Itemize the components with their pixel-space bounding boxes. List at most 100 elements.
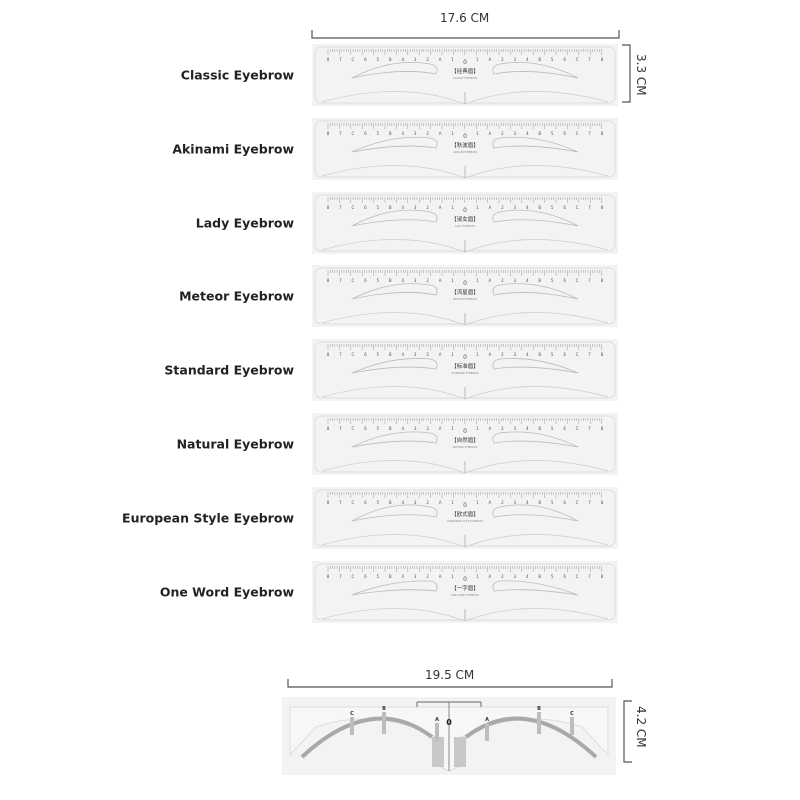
stencil-stamp: 【欧式眉】 [451,510,479,518]
scale-number: 7 [588,426,591,431]
scale-number: 0 [463,576,467,583]
scale-number: B [389,426,392,431]
right-eyebrow-cutout [492,358,579,374]
left-eyebrow-cutout [351,504,438,522]
mapping-mark-bar [570,717,574,735]
eyebrow-stencil-ruler: 8 7 C 6 5 B 4 3 2 A 1 0 1 A 2 3 4 B 5 6 C 7 8 【自然眉】 NATURAL EYEB… [312,413,618,475]
scale-number: B [389,500,392,505]
right-eyebrow-cutout [492,504,579,522]
scale-number: 5 [377,500,380,505]
scale-number: 2 [426,131,429,136]
stencil-label: Natural Eyebrow [176,436,294,452]
scale-number: 0 [463,428,467,435]
mapping-mark: A [485,717,489,723]
scale-number: 7 [339,205,342,210]
scale-number: B [538,574,541,579]
scale-number: 6 [563,426,566,431]
scale-number: 5 [551,352,554,357]
scale-number: B [389,278,392,283]
scale-number: B [538,131,541,136]
scale-number: 5 [377,426,380,431]
eyebrow-stencil-ruler: 8 7 C 6 5 B 4 3 2 A 1 0 1 A 2 3 4 B 5 6 C 7 8 【欧式眉】 EUROPEAN STY… [312,487,618,549]
stencil-label: Meteor Eyebrow [179,288,294,304]
scale-number: 6 [563,278,566,283]
scale-number: 6 [563,500,566,505]
scale-number: 6 [364,205,367,210]
scale-number: 0 [463,59,467,66]
scale-number: 3 [414,205,417,210]
scale-number: 4 [526,352,529,357]
mapping-mark: B [382,706,386,712]
scale-number: 8 [327,57,330,62]
eyebrow-stencil-ruler: 8 7 C 6 5 B 4 3 2 A 1 0 1 A 2 3 4 B 5 6 C 7 8 【经典眉】 CLASSIC EYEB… [312,44,618,106]
scale-number: 3 [514,131,517,136]
stencil-subtitle: METEOR EYEBROW [453,297,477,301]
right-eyebrow-cutout [492,136,579,153]
stencil-stamp: 【一字眉】 [451,584,479,592]
bottom-width-dimension-line [287,679,613,688]
scale-number: C [352,574,355,579]
scale-number: B [389,131,392,136]
stencil-stamp: 【自然眉】 [451,436,479,444]
scale-number: B [538,426,541,431]
scale-number: 6 [364,57,367,62]
scale-number: A [489,278,492,283]
scale-number: 8 [327,574,330,579]
scale-number: 4 [401,574,404,579]
scale-number: 6 [364,574,367,579]
scale-number: A [439,500,442,505]
scale-number: B [538,57,541,62]
stencil-stamp: 【经典眉】 [451,67,479,75]
stencil-subtitle: NATURAL EYEBROW [453,445,478,449]
mapping-mark-bar [350,717,354,735]
scale-number: B [389,205,392,210]
height-dimension-label: 3.3 CM [634,54,648,96]
scale-number: C [576,205,579,210]
brow-arc-scale [300,716,598,759]
scale-number: 8 [327,352,330,357]
scale-number: 3 [514,205,517,210]
scale-number: 1 [476,574,479,579]
scale-number: 5 [377,574,380,579]
scale-number: 3 [414,426,417,431]
scale-number: 1 [451,131,454,136]
bottom-height-dimension-bracket [623,700,632,763]
stencil-label: Classic Eyebrow [180,67,294,83]
left-eyebrow-cutout [351,209,438,227]
scale-number: C [352,426,355,431]
scale-number: 3 [414,131,417,136]
scale-number: C [352,131,355,136]
bottom-width-dimension-label: 19.5 CM [425,668,475,682]
scale-number: 4 [401,57,404,62]
mapping-mark-bar [537,712,541,734]
scale-number: 5 [551,205,554,210]
scale-number: 6 [364,352,367,357]
scale-number: 8 [601,426,604,431]
scale-number: 4 [401,352,404,357]
scale-number: 6 [563,131,566,136]
scale-number: 1 [476,278,479,283]
left-eyebrow-cutout [351,358,438,374]
scale-number: 4 [526,131,529,136]
stencil-subtitle: EUROPEAN STYLE EYEBROW [447,519,483,523]
scale-number: 6 [364,426,367,431]
mapping-mark: C [350,711,354,717]
width-dimension-label: 17.6 CM [440,11,490,25]
scale-number: 2 [426,205,429,210]
scale-number: A [439,57,442,62]
scale-number: 1 [476,205,479,210]
scale-number: 3 [414,500,417,505]
right-eyebrow-cutout [492,62,579,79]
right-eyebrow-cutout [492,283,579,300]
scale-number: 5 [377,131,380,136]
scale-number: 7 [339,131,342,136]
scale-number: 2 [501,131,504,136]
stencil-stamp: 【标准眉】 [451,362,479,370]
scale-number: 3 [414,574,417,579]
scale-number: 2 [426,352,429,357]
scale-number: A [439,205,442,210]
scale-number: C [576,131,579,136]
scale-number: 7 [339,426,342,431]
scale-number: A [489,352,492,357]
right-nose-scale [454,737,466,767]
